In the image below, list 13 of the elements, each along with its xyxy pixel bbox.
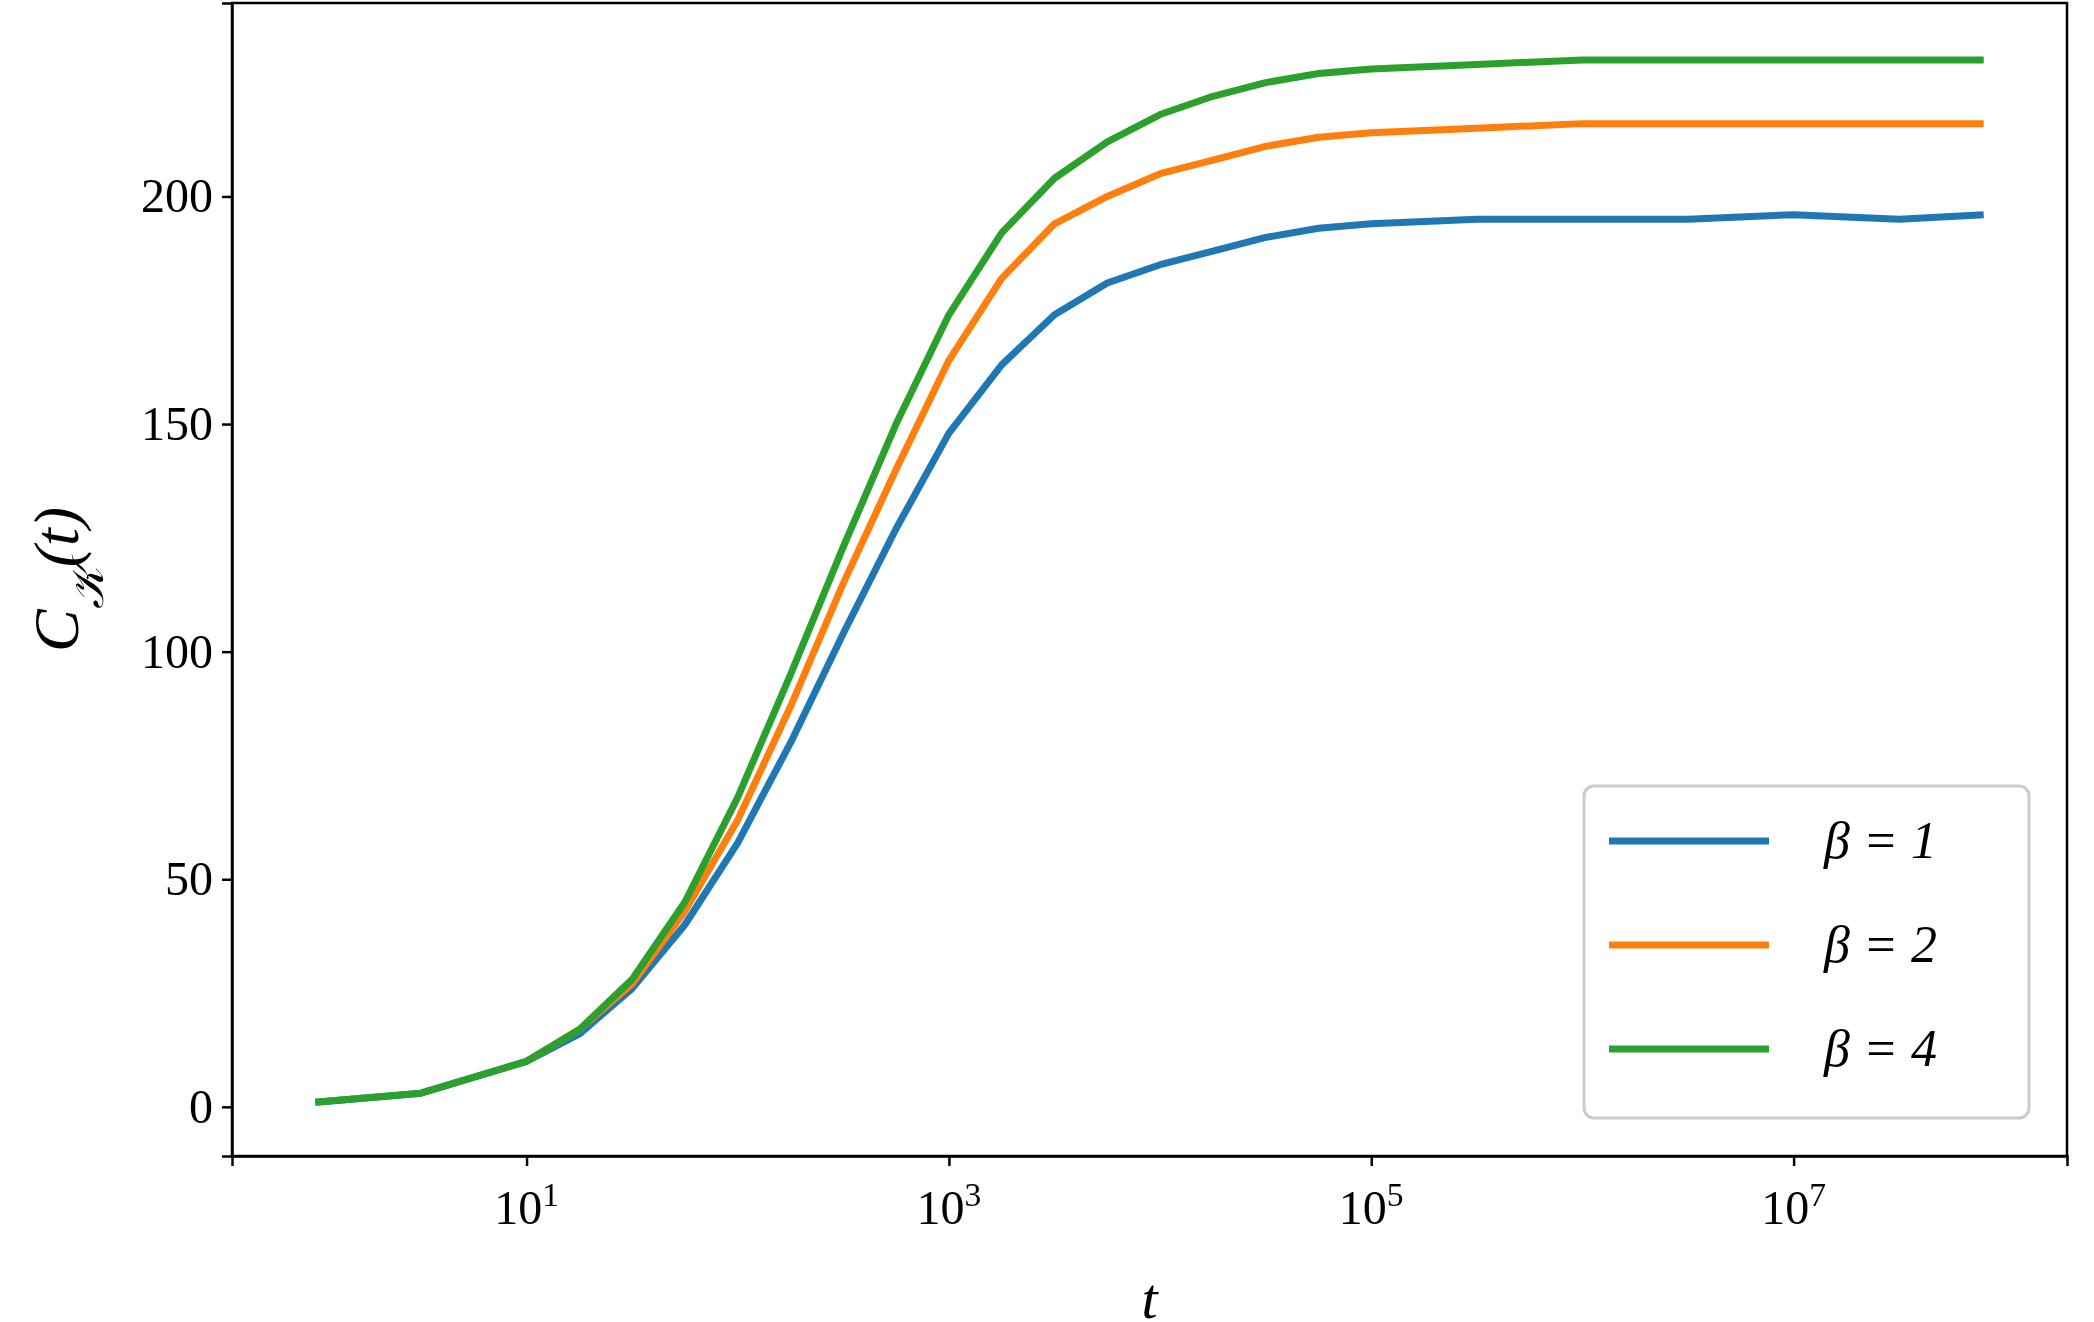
y-tick-label: 150 [141, 396, 213, 450]
x-axis-title: t [1141, 1266, 1160, 1322]
x-tick-label: 10$^{5}$ [1338, 1175, 1404, 1234]
legend-label: β = 1 [1823, 812, 1937, 869]
x-tick-label: 10$^{1}$ [494, 1175, 559, 1234]
y-tick-label: 0 [189, 1079, 213, 1133]
y-tick-label: 200 [141, 169, 213, 223]
x-tick-label: 10$^{3}$ [916, 1175, 982, 1234]
legend-label: β = 4 [1823, 1020, 1937, 1077]
y-tick-label: 100 [141, 624, 213, 678]
x-tick-label: 10$^{7}$ [1761, 1175, 1827, 1234]
y-tick-label: 50 [165, 852, 213, 906]
legend-label: β = 2 [1823, 916, 1937, 973]
